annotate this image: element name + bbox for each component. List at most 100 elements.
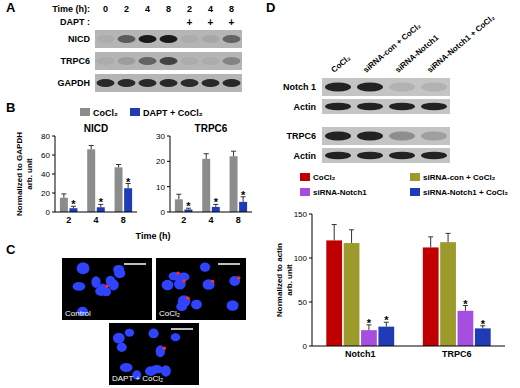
y-tick [167,212,170,213]
band [325,132,351,141]
label: Actin [294,151,317,161]
band [97,35,115,43]
y-axis-label: Normalized to GAPDH [15,132,24,216]
bar [423,247,439,346]
panel-label: B [6,100,15,115]
error-bar [61,194,66,198]
error-bar [176,194,181,199]
label: 8 [166,4,171,14]
label: 0 [103,4,108,14]
bar [230,156,238,212]
x-axis [312,346,505,347]
y-tick-label: 20 [41,189,50,198]
band [181,57,199,65]
y-tick-label: 0 [46,208,51,217]
y-tick-label: 0 [161,208,166,217]
bar [124,188,132,212]
band [389,152,415,160]
bar [475,328,491,346]
chart-title: NICD [84,123,108,134]
micrograph-label: DAPT + CoCl₂ [112,374,163,383]
x-tick-label: 2 [66,215,71,225]
x-axis [170,212,252,213]
legend-label: DAPT + CoCl₂ [143,108,203,118]
x-axis [55,212,137,213]
label: + [187,17,193,28]
band [421,132,447,141]
y-axis-label: arb. unit [25,158,34,190]
label: 8 [229,4,234,14]
bar [175,199,183,212]
band [160,35,178,43]
band [118,79,136,87]
blot-strip [95,30,242,48]
legend-label: siRNA-Notch1 [313,188,367,197]
band [223,35,241,43]
error-bar [332,225,337,241]
y-tick-label: 0 [303,342,308,351]
bar [326,240,342,346]
y-tick [309,258,312,259]
bar [202,159,210,212]
band [357,83,383,92]
x-tick-label: 8 [236,215,241,225]
bars [60,146,132,213]
label: 4 [145,4,150,14]
band [389,132,415,141]
nucleus [162,280,174,291]
red-spot [237,276,241,280]
label: 2 [187,4,192,14]
band [325,152,351,160]
label: 4 [208,4,213,14]
nucleus [151,365,163,374]
x-axis-label: Time (h) [136,231,171,241]
band [389,103,415,111]
y-axis [170,136,171,212]
significance: * [99,196,104,208]
legend-label: siRNA-con + CoCl₂ [423,173,496,182]
y-tick-label: 40 [41,170,50,179]
micrograph [62,258,152,320]
label: 2 [124,4,129,14]
y-tick [167,161,170,162]
significance: * [214,196,219,208]
bar [87,149,95,212]
legend-label: siRNA-Notch1 + CoCl₂ [423,188,509,197]
blot-strip [95,74,242,92]
label: DAPT : [60,17,90,27]
bar [239,202,247,212]
significance: * [241,189,246,201]
band [202,35,220,43]
label: + [229,17,235,28]
band [421,152,447,160]
bar [115,167,123,212]
bar [458,311,474,346]
y-tick-label: 100 [294,254,308,263]
y-tick [52,212,55,213]
band [181,79,199,87]
significance: * [384,314,389,326]
nucleus [200,262,210,271]
blot-strip [322,99,450,114]
bars [326,225,490,346]
significance: * [481,318,486,330]
nucleus [203,279,215,290]
band [160,79,178,87]
bars [175,151,247,212]
nucleus [113,333,125,344]
label: TRPC6 [60,56,90,66]
label: Actin [294,102,317,112]
legend-swatch [300,173,310,181]
panel-label: C [6,242,16,257]
red-spot [105,284,109,288]
column-label: CoCl₂ [330,53,353,74]
column-label: siRNA-con + CoCl₂ [362,21,423,75]
panel-label: A [6,0,16,15]
error-bar [231,151,236,156]
significance: * [71,198,76,210]
chart-title: TRPC6 [195,123,228,134]
legend-swatch [410,188,420,196]
error-bar [428,237,433,248]
legend-label: CoCl₂ [313,173,336,182]
nucleus [191,300,202,310]
